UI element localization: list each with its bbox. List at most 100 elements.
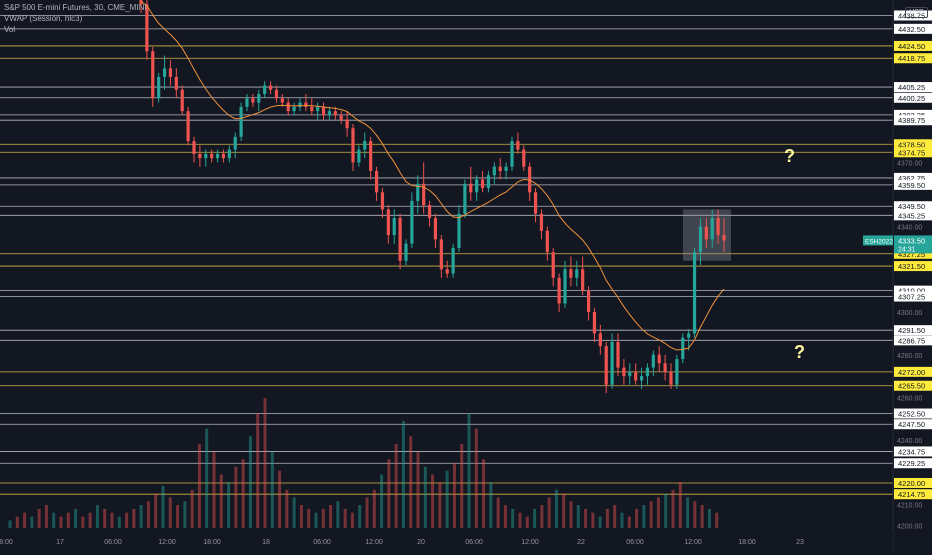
time-axis-label: 12:00: [365, 539, 383, 546]
candle-body: [581, 269, 585, 291]
candle-body: [657, 354, 661, 364]
candle-body: [486, 175, 491, 189]
candle-body: [475, 179, 479, 193]
time-axis-label: 23: [796, 539, 804, 546]
volume-bar: [103, 508, 107, 528]
white-level-tag-bg: [894, 92, 932, 103]
white-level-tag-bg: [894, 172, 932, 183]
volume-bar: [168, 497, 172, 528]
price-axis-label: 4370.00: [897, 160, 922, 167]
candle-body: [457, 213, 461, 248]
candle-body: [221, 153, 226, 159]
candle-body: [569, 269, 573, 278]
volume-bar: [190, 489, 194, 528]
candle-body: [351, 128, 355, 163]
volume-bar: [423, 466, 427, 528]
volume-bar: [299, 505, 303, 528]
white-level-tag: 4405.25: [898, 83, 925, 92]
white-level-tag-bg: [894, 82, 932, 93]
question-mark-annotation-lower[interactable]: ?: [794, 342, 805, 362]
candle-body: [333, 111, 337, 116]
time-axis: [0, 532, 893, 550]
volume-bar: [387, 459, 391, 528]
volume-bar: [314, 512, 318, 528]
volume-indicator-label[interactable]: Vol: [4, 25, 16, 34]
white-level-tag: 4307.25: [898, 293, 925, 302]
candle-body: [292, 106, 296, 112]
time-axis-label: 20: [417, 539, 425, 546]
volume-bar: [37, 508, 41, 528]
candle-body: [469, 183, 473, 193]
candle-body: [157, 76, 161, 99]
volume-bar: [15, 516, 19, 528]
volume-bar: [161, 485, 165, 528]
volume-bar: [467, 413, 471, 528]
volume-bar: [613, 505, 617, 528]
white-level-tag: 4362.75: [898, 174, 925, 183]
candle-body: [551, 252, 555, 278]
volume-bar: [416, 451, 420, 528]
volume-bar: [241, 459, 245, 528]
time-axis-label: 17: [56, 539, 64, 546]
candle-body: [192, 141, 196, 154]
volume-bar: [117, 516, 121, 528]
white-level-tag: 4234.75: [898, 447, 925, 456]
candle-body: [645, 367, 650, 377]
volume-bar: [438, 482, 442, 528]
yellow-level-tag-bg: [894, 40, 932, 51]
yellow-level-tag: 4378.50: [898, 140, 925, 149]
vwap-line: [140, 0, 725, 351]
volume-bar: [562, 493, 566, 528]
candle-body: [251, 98, 255, 103]
candle-body: [139, 0, 143, 5]
white-level-tag-bg: [894, 179, 932, 190]
candle-body: [233, 136, 237, 150]
volume-bar: [219, 474, 223, 528]
volume-bar: [533, 508, 537, 528]
candle-body: [345, 119, 349, 129]
volume-bar: [569, 501, 573, 528]
volume-bar: [292, 497, 296, 528]
volume-bar: [554, 489, 558, 528]
volume-bar: [139, 505, 143, 528]
candle-body: [498, 166, 502, 171]
candle-body: [274, 89, 279, 99]
white-level-tag: 4359.50: [898, 181, 925, 190]
candle-body: [563, 269, 567, 304]
current-price-label: 4333.50: [898, 236, 925, 245]
white-level-tag: 4252.50: [898, 410, 925, 419]
volume-bar: [664, 493, 668, 528]
candle-body: [598, 333, 602, 347]
candle-body: [545, 230, 549, 253]
volume-bar: [460, 443, 464, 528]
candle-body: [327, 111, 332, 116]
symbol-tag: ESH2022: [865, 238, 893, 245]
volume-bar: [715, 512, 719, 528]
candle-body: [451, 247, 455, 274]
candle-body: [210, 153, 214, 159]
volume-bar: [30, 516, 34, 528]
candle-body: [174, 76, 178, 90]
symbol-title[interactable]: S&P 500 E-mini Futures, 30, CME_MINI: [4, 3, 147, 12]
volume-bar: [671, 489, 675, 528]
volume-bar: [518, 512, 522, 528]
volume-bar: [678, 482, 682, 528]
white-level-tag: 4345.25: [898, 211, 925, 220]
candle-body: [504, 166, 508, 171]
volume-bar: [263, 398, 267, 528]
volume-bar: [125, 512, 129, 528]
white-level-tag-bg: [894, 419, 932, 430]
question-mark-annotation-upper[interactable]: ?: [784, 146, 795, 166]
time-axis-label: 08:00: [0, 539, 13, 546]
candle-body: [151, 51, 155, 99]
currency-badge[interactable]: USD: [905, 7, 928, 18]
volume-bar: [700, 505, 704, 528]
vwap-indicator-label[interactable]: VWAP (Session, hlc3): [4, 14, 83, 23]
candle-body: [239, 106, 243, 137]
candle-body: [592, 312, 597, 334]
volume-bar: [307, 508, 311, 528]
candle-body: [528, 166, 532, 193]
white-level-tag-bg: [894, 115, 932, 126]
